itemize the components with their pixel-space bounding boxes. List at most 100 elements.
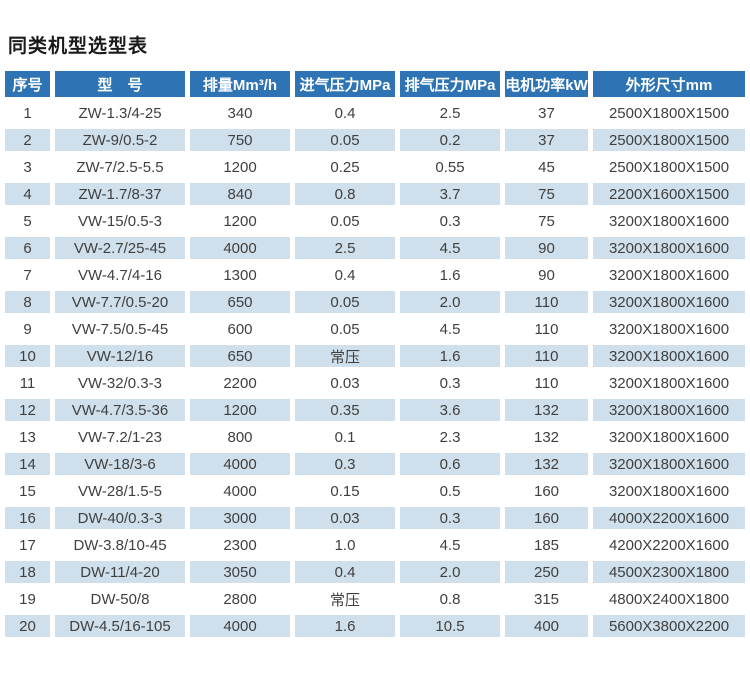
cell-motor-power: 110 (505, 372, 588, 394)
cell-intake-pressure: 0.8 (295, 183, 395, 205)
cell-dimensions: 4200X2200X1600 (593, 534, 745, 556)
cell-model: ZW-7/2.5-5.5 (55, 156, 185, 178)
table-header-row: 序号 型 号 排量Mm³/h 进气压力MPa 排气压力MPa 电机功率kW 外形… (5, 71, 745, 97)
cell-index: 1 (5, 102, 50, 124)
cell-motor-power: 90 (505, 237, 588, 259)
cell-displacement: 750 (190, 129, 290, 151)
table-row: 6 VW-2.7/25-45 4000 2.5 4.5 90 3200X1800X1600 (5, 237, 745, 259)
cell-model: VW-4.7/3.5-36 (55, 399, 185, 421)
cell-dimensions: 4800X2400X1800 (593, 588, 745, 610)
cell-model: VW-12/16 (55, 345, 185, 367)
cell-displacement: 3000 (190, 507, 290, 529)
cell-dimensions: 4500X2300X1800 (593, 561, 745, 583)
cell-motor-power: 110 (505, 345, 588, 367)
cell-dimensions: 3200X1800X1600 (593, 345, 745, 367)
cell-displacement: 4000 (190, 480, 290, 502)
table-row: 7 VW-4.7/4-16 1300 0.4 1.6 90 3200X1800X1600 (5, 264, 745, 286)
table-row: 17 DW-3.8/10-45 2300 1.0 4.5 185 4200X2200X160… (5, 534, 745, 556)
cell-motor-power: 132 (505, 426, 588, 448)
table-row: 19 DW-50/8 2800 常压 0.8 315 4800X2400X1800 (5, 588, 745, 610)
cell-displacement: 1200 (190, 156, 290, 178)
cell-intake-pressure: 常压 (295, 345, 395, 367)
cell-displacement: 2200 (190, 372, 290, 394)
cell-exhaust-pressure: 4.5 (400, 237, 500, 259)
cell-displacement: 4000 (190, 453, 290, 475)
cell-displacement: 340 (190, 102, 290, 124)
cell-intake-pressure: 1.6 (295, 615, 395, 637)
cell-index: 10 (5, 345, 50, 367)
column-header-displacement: 排量Mm³/h (190, 71, 290, 97)
table-row: 1 ZW-1.3/4-25 340 0.4 2.5 37 2500X1800X1500 (5, 102, 745, 124)
table-row: 20 DW-4.5/16-105 4000 1.6 10.5 400 5600X3800X2… (5, 615, 745, 637)
cell-dimensions: 3200X1800X1600 (593, 237, 745, 259)
cell-motor-power: 160 (505, 507, 588, 529)
cell-exhaust-pressure: 2.0 (400, 561, 500, 583)
cell-index: 7 (5, 264, 50, 286)
cell-intake-pressure: 0.1 (295, 426, 395, 448)
cell-motor-power: 37 (505, 102, 588, 124)
cell-model: VW-18/3-6 (55, 453, 185, 475)
cell-exhaust-pressure: 0.55 (400, 156, 500, 178)
cell-model: DW-40/0.3-3 (55, 507, 185, 529)
cell-motor-power: 75 (505, 210, 588, 232)
cell-motor-power: 132 (505, 453, 588, 475)
cell-model: VW-15/0.5-3 (55, 210, 185, 232)
cell-dimensions: 3200X1800X1600 (593, 264, 745, 286)
table-row: 14 VW-18/3-6 4000 0.3 0.6 132 3200X1800X1600 (5, 453, 745, 475)
page-title: 同类机型选型表 (8, 36, 149, 57)
cell-exhaust-pressure: 1.6 (400, 264, 500, 286)
cell-intake-pressure: 0.15 (295, 480, 395, 502)
cell-dimensions: 3200X1800X1600 (593, 426, 745, 448)
cell-intake-pressure: 0.03 (295, 507, 395, 529)
cell-displacement: 650 (190, 345, 290, 367)
table-row: 3 ZW-7/2.5-5.5 1200 0.25 0.55 45 2500X1800X150… (5, 156, 745, 178)
column-header-dimensions: 外形尺寸mm (593, 71, 745, 97)
column-header-intake-pressure: 进气压力MPa (295, 71, 395, 97)
cell-model: DW-11/4-20 (55, 561, 185, 583)
cell-motor-power: 400 (505, 615, 588, 637)
cell-dimensions: 2200X1600X1500 (593, 183, 745, 205)
cell-exhaust-pressure: 0.3 (400, 507, 500, 529)
cell-index: 16 (5, 507, 50, 529)
column-header-model: 型 号 (55, 71, 185, 97)
cell-exhaust-pressure: 3.7 (400, 183, 500, 205)
cell-exhaust-pressure: 4.5 (400, 318, 500, 340)
cell-exhaust-pressure: 0.3 (400, 372, 500, 394)
column-header-index: 序号 (5, 71, 50, 97)
cell-index: 4 (5, 183, 50, 205)
cell-displacement: 2800 (190, 588, 290, 610)
cell-intake-pressure: 0.05 (295, 318, 395, 340)
cell-motor-power: 185 (505, 534, 588, 556)
cell-exhaust-pressure: 10.5 (400, 615, 500, 637)
cell-model: VW-28/1.5-5 (55, 480, 185, 502)
table-row: 9 VW-7.5/0.5-45 600 0.05 4.5 110 3200X1800X160… (5, 318, 745, 340)
cell-dimensions: 2500X1800X1500 (593, 156, 745, 178)
cell-index: 8 (5, 291, 50, 313)
cell-displacement: 800 (190, 426, 290, 448)
cell-index: 2 (5, 129, 50, 151)
cell-exhaust-pressure: 0.5 (400, 480, 500, 502)
cell-displacement: 1300 (190, 264, 290, 286)
table-row: 16 DW-40/0.3-3 3000 0.03 0.3 160 4000X2200X160… (5, 507, 745, 529)
cell-motor-power: 90 (505, 264, 588, 286)
cell-intake-pressure: 0.3 (295, 453, 395, 475)
cell-exhaust-pressure: 2.5 (400, 102, 500, 124)
cell-exhaust-pressure: 3.6 (400, 399, 500, 421)
cell-model: DW-4.5/16-105 (55, 615, 185, 637)
table-row: 18 DW-11/4-20 3050 0.4 2.0 250 4500X2300X1800 (5, 561, 745, 583)
cell-index: 13 (5, 426, 50, 448)
cell-motor-power: 37 (505, 129, 588, 151)
cell-intake-pressure: 0.35 (295, 399, 395, 421)
column-header-exhaust-pressure: 排气压力MPa (400, 71, 500, 97)
cell-displacement: 4000 (190, 615, 290, 637)
cell-model: DW-50/8 (55, 588, 185, 610)
cell-motor-power: 132 (505, 399, 588, 421)
cell-displacement: 3050 (190, 561, 290, 583)
cell-displacement: 600 (190, 318, 290, 340)
column-header-motor-power: 电机功率kW (505, 71, 588, 97)
cell-motor-power: 110 (505, 318, 588, 340)
cell-intake-pressure: 0.05 (295, 291, 395, 313)
cell-index: 3 (5, 156, 50, 178)
table-row: 10 VW-12/16 650 常压 1.6 110 3200X1800X1600 (5, 345, 745, 367)
cell-index: 6 (5, 237, 50, 259)
